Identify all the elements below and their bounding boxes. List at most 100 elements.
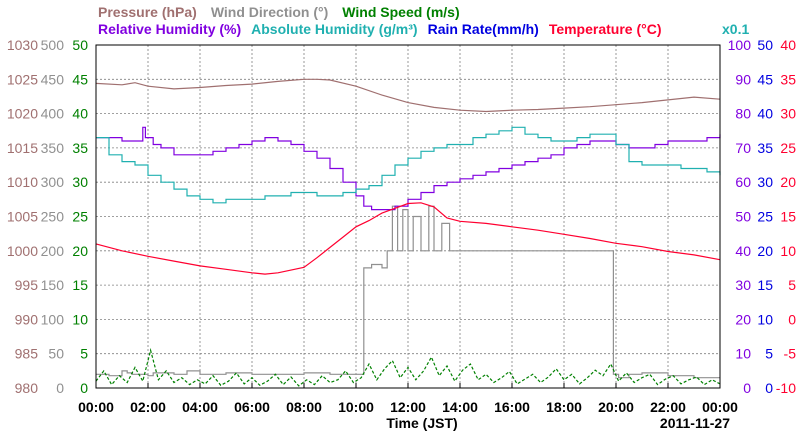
legend-item: Rain Rate(mm/h) (428, 21, 539, 37)
tick-label-pressure: 990 (15, 311, 39, 327)
x-axis-label: Time (JST) (386, 415, 457, 431)
tick-label-wind_speed: 50 (72, 37, 88, 53)
tick-label-wind_direction: 500 (41, 37, 65, 53)
grid (96, 45, 720, 388)
tick-label-rain_rate: 10 (757, 311, 773, 327)
x-tick-label: 02:00 (130, 399, 166, 415)
tick-label-rain_rate: 40 (757, 106, 773, 122)
legend-item: Temperature (°C) (549, 21, 662, 37)
tick-label-humidity: 30 (735, 277, 751, 293)
tick-label-temperature: -10 (776, 380, 796, 396)
tick-label-temperature: 40 (780, 37, 796, 53)
date-label: 2011-11-27 (660, 415, 730, 431)
tick-label-pressure: 1025 (7, 71, 38, 87)
series-line (96, 205, 720, 379)
tick-label-wind_direction: 450 (41, 71, 65, 87)
tick-label-wind_speed: 45 (72, 71, 88, 87)
tick-label-wind_speed: 10 (72, 311, 88, 327)
tick-label-pressure: 1030 (7, 37, 38, 53)
tick-label-wind_direction: 400 (41, 106, 65, 122)
legend: Pressure (hPa) Wind Direction (°) Wind Spe… (98, 4, 749, 37)
tick-label-temperature: 35 (780, 71, 796, 87)
tick-label-rain_rate: 20 (757, 243, 773, 259)
tick-label-temperature: 25 (780, 140, 796, 156)
x-tick-label: 20:00 (598, 399, 634, 415)
x-axis: 00:00 02:00 04:00 06:00 08:00 10:00 12:00 14:00… (78, 383, 738, 431)
tick-label-humidity: 70 (735, 140, 751, 156)
legend-item: Relative Humidity (%) (98, 21, 241, 37)
tick-label-humidity: 90 (735, 71, 751, 87)
series-layer (95, 78, 721, 387)
tick-label-temperature: 20 (780, 174, 796, 190)
tick-label-rain_rate: 0 (765, 380, 773, 396)
tick-label-rain_rate: 45 (757, 71, 773, 87)
tick-label-humidity: 50 (735, 209, 751, 225)
tick-label-wind_direction: 100 (41, 311, 65, 327)
x-tick-label: 14:00 (442, 399, 478, 415)
tick-label-rain_rate: 30 (757, 174, 773, 190)
tick-label-temperature: 15 (780, 209, 796, 225)
tick-label-humidity: 100 (728, 37, 752, 53)
tick-label-pressure: 1010 (7, 174, 38, 190)
legend-item: Pressure (hPa) (98, 4, 197, 20)
tick-label-wind_direction: 200 (41, 243, 65, 259)
x-tick-label: 18:00 (546, 399, 582, 415)
tick-label-rain_rate: 25 (757, 209, 773, 225)
tick-label-pressure: 1020 (7, 106, 38, 122)
tick-label-wind_speed: 25 (72, 209, 88, 225)
tick-label-humidity: 80 (735, 106, 751, 122)
tick-label-pressure: 980 (15, 380, 39, 396)
tick-label-pressure: 1000 (7, 243, 38, 259)
tick-label-humidity: 60 (735, 174, 751, 190)
x-tick-label: 22:00 (650, 399, 686, 415)
tick-label-pressure: 1005 (7, 209, 38, 225)
tick-label-rain_rate: 50 (757, 37, 773, 53)
x-tick-label: 12:00 (390, 399, 426, 415)
series-line (96, 126, 721, 211)
tick-label-pressure: 995 (15, 277, 39, 293)
tick-label-wind_direction: 150 (41, 277, 65, 293)
tick-label-wind_speed: 15 (72, 277, 88, 293)
tick-label-wind_direction: 300 (41, 174, 65, 190)
tick-label-wind_speed: 0 (80, 380, 88, 396)
series-line (95, 347, 721, 387)
x-tick-label: 06:00 (234, 399, 270, 415)
tick-label-wind_direction: 50 (48, 346, 64, 362)
tick-label-wind_speed: 20 (72, 243, 88, 259)
right-axes: 0102030405060708090100051015202530354045… (728, 37, 797, 396)
series-line (95, 202, 721, 275)
tick-label-temperature: 30 (780, 106, 796, 122)
tick-label-temperature: -5 (784, 346, 797, 362)
tick-label-wind_direction: 350 (41, 140, 65, 156)
tick-label-wind_speed: 40 (72, 106, 88, 122)
tick-label-rain_rate: 5 (765, 346, 773, 362)
tick-label-wind_speed: 5 (80, 346, 88, 362)
tick-label-humidity: 20 (735, 311, 751, 327)
rain-multiplier: x0.1 (722, 21, 749, 37)
tick-label-wind_direction: 250 (41, 209, 65, 225)
tick-label-rain_rate: 15 (757, 277, 773, 293)
legend-item: Wind Speed (m/s) (342, 4, 459, 20)
tick-label-temperature: 5 (788, 277, 796, 293)
tick-label-rain_rate: 35 (757, 140, 773, 156)
tick-label-humidity: 0 (743, 380, 751, 396)
x-tick-label: 10:00 (338, 399, 374, 415)
x-tick-label: 00:00 (702, 399, 738, 415)
tick-label-temperature: 0 (788, 311, 796, 327)
legend-item: Wind Direction (°) (211, 4, 328, 20)
tick-label-temperature: 10 (780, 243, 796, 259)
x-tick-label: 00:00 (78, 399, 114, 415)
x-tick-label: 04:00 (182, 399, 218, 415)
x-tick-label: 08:00 (286, 399, 322, 415)
series-line (96, 126, 721, 204)
tick-label-humidity: 10 (735, 346, 751, 362)
tick-label-wind_direction: 0 (56, 380, 64, 396)
tick-label-wind_speed: 35 (72, 140, 88, 156)
tick-label-humidity: 40 (735, 243, 751, 259)
x-tick-label: 16:00 (494, 399, 530, 415)
tick-label-pressure: 1015 (7, 140, 38, 156)
left-axes: 9809859909951000100510101015102010251030… (7, 37, 88, 396)
tick-label-pressure: 985 (15, 346, 39, 362)
legend-item: Absolute Humidity (g/m³) (251, 21, 417, 37)
